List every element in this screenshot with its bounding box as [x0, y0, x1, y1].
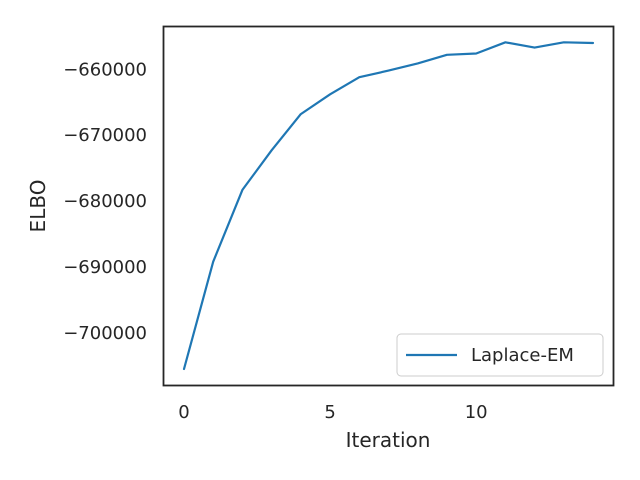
y-tick-label: −660000 [63, 59, 147, 80]
y-tick-label: −700000 [63, 323, 147, 344]
plot-area [162, 25, 615, 387]
x-axis-label: Iteration [346, 428, 431, 452]
legend-label-laplace-em: Laplace-EM [471, 345, 574, 366]
axes-background [163, 26, 614, 386]
x-tick-labels: 0 5 10 [178, 402, 487, 423]
legend: Laplace-EM [396, 333, 604, 377]
x-tick-label: 5 [324, 402, 335, 423]
series-line-laplace-em [182, 41, 595, 371]
axes-frame [162, 25, 615, 387]
x-tick-label: 0 [178, 402, 189, 423]
legend-frame [396, 333, 604, 377]
series-layer [182, 41, 595, 371]
y-tick-label: −680000 [63, 191, 147, 212]
y-tick-labels: −700000 −690000 −680000 −670000 −660000 [63, 59, 147, 344]
y-tick-label: −690000 [63, 257, 147, 278]
y-tick-label: −670000 [63, 125, 147, 146]
y-axis-label: ELBO [26, 180, 50, 233]
x-tick-label: 10 [465, 402, 488, 423]
